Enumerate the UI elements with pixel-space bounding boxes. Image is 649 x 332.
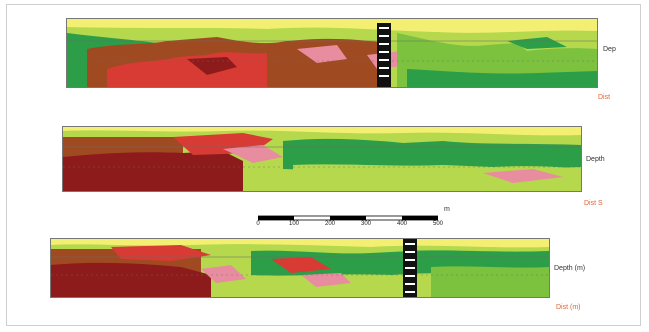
- borehole-log: [377, 23, 391, 87]
- layer-dark-red: [63, 151, 243, 191]
- section-panel-1: [66, 18, 598, 88]
- section-2-svg: [63, 127, 581, 191]
- borehole-log-marks: [405, 243, 415, 293]
- scale-label-300: 300: [360, 221, 372, 227]
- layer-dark-red: [187, 57, 237, 75]
- panel-2-bottom-right-label: Dist S: [584, 200, 603, 207]
- layer-pink-2: [301, 273, 351, 287]
- panel-1-bottom-right-label: Dist: [598, 94, 611, 101]
- layer-dark-red: [51, 262, 211, 297]
- layer-pink: [297, 45, 347, 63]
- scale-label-200: 200: [324, 221, 336, 227]
- scale-bar: [257, 209, 439, 221]
- section-panel-3: [50, 238, 550, 298]
- scale-unit: m: [444, 206, 450, 213]
- scale-label-500: 500: [432, 221, 444, 227]
- scale-label-400: 400: [396, 221, 408, 227]
- section-3-svg: [51, 239, 549, 297]
- figure-frame: [6, 4, 641, 326]
- layer-pink: [201, 265, 246, 283]
- panel-3-right-label: Depth (m): [554, 265, 586, 272]
- top-yellow-layer: [67, 19, 597, 33]
- top-yellow-layer: [63, 127, 581, 136]
- layer-pink-2: [483, 169, 563, 183]
- scale-bar-svg: [257, 215, 439, 221]
- panel-2-right-label: Depth: [586, 156, 605, 163]
- panel-1-right-label: Dep: [603, 46, 616, 53]
- layer-green-patch: [507, 37, 567, 49]
- panel-3-bottom-right-label: Dist (m): [556, 304, 581, 311]
- section-1-svg: [67, 19, 597, 87]
- scale-label-0: 0: [256, 221, 260, 227]
- layer-dark-green: [283, 138, 581, 170]
- layer-pink: [223, 145, 283, 163]
- borehole-log-marks: [379, 27, 389, 77]
- layer-mid-green: [431, 266, 549, 297]
- layer-dark-green-right: [407, 69, 597, 87]
- section-panel-2: [62, 126, 582, 192]
- scale-label-100: 100: [288, 221, 300, 227]
- layer-red-2: [271, 257, 331, 273]
